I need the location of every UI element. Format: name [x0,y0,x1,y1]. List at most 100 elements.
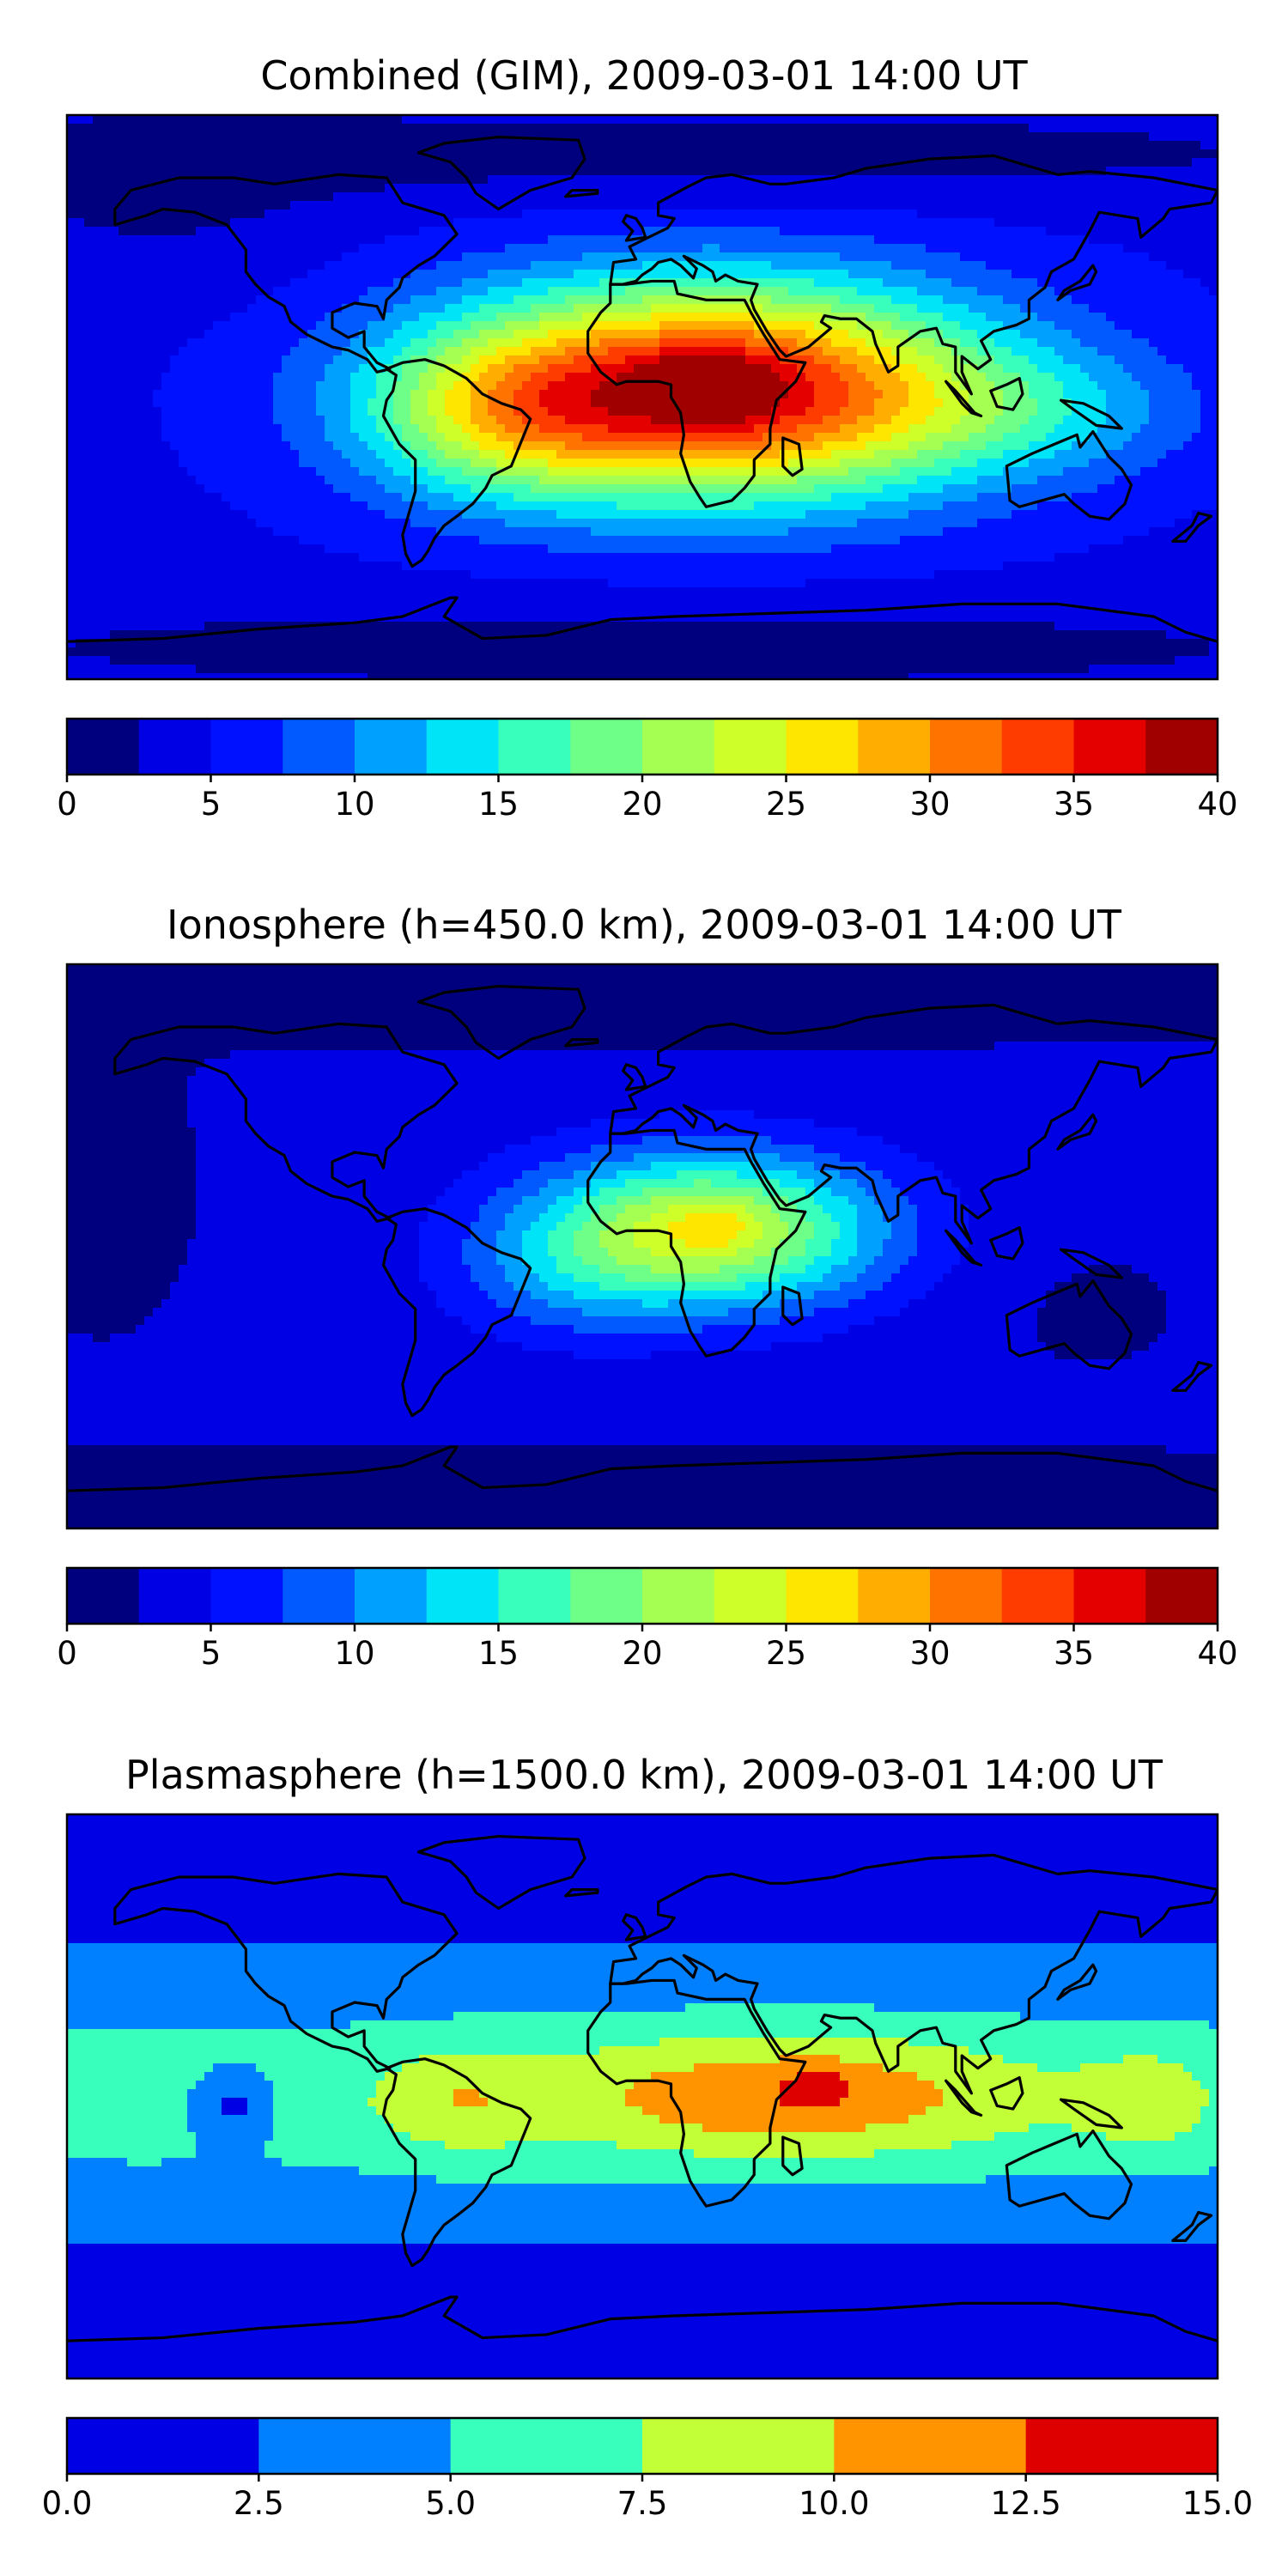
contour-cell [376,381,394,391]
contour-cell [179,347,291,356]
contour-cell [745,1222,763,1231]
contour-cell [926,2106,1201,2116]
contour-cell [1166,1445,1218,1455]
contour-cell [479,304,532,313]
contour-cell [273,390,317,399]
contour-cell [376,390,394,399]
contour-cell [848,381,875,391]
contour-cell [170,1291,437,1300]
contour-cell [754,1110,1218,1120]
contour-cell [866,313,901,322]
contour-cell [926,244,1124,253]
contour-cell [702,1325,849,1334]
colorbar-segment [450,2418,643,2474]
contour-cell [67,1188,197,1197]
contour-cell [659,2038,909,2047]
contour-cell [617,1196,652,1206]
contour-cell [591,398,781,408]
contour-cell [67,1479,1218,1489]
contour-cell [196,1170,463,1180]
contour-field [67,1814,1218,2379]
contour-cell [1029,381,1064,391]
contour-cell [290,347,343,356]
contour-cell [823,347,858,356]
contour-cell [67,527,274,537]
contour-cell [488,1153,566,1163]
contour-cell [1029,459,1090,468]
colorbar-segment [858,719,931,775]
contour-cell [359,364,386,374]
contour-cell [994,2132,1107,2142]
contour-cell [462,467,497,477]
contour-cell [410,519,506,528]
contour-cell [393,416,411,425]
contour-cell [574,1325,703,1334]
contour-cell [823,1334,1038,1343]
contour-cell [934,2081,1201,2090]
contour-cell [754,424,798,434]
contour-cell [436,338,463,348]
contour-cell [488,270,574,279]
contour-cell [67,1995,1218,2004]
coastline [1171,1360,1213,1392]
contour-cell [67,981,1218,991]
colorbar-segment [786,1568,859,1624]
contour-cell [462,338,489,348]
contour-cell [385,338,411,348]
colorbar-tick-label: 7.5 [617,2485,668,2522]
contour-cell [951,424,987,434]
contour-cell [359,295,411,305]
contour-cell [1097,381,1141,391]
contour-cell [368,673,909,679]
contour-cell [634,1153,781,1163]
map-frame [65,113,1219,681]
contour-cell [376,2106,643,2116]
contour-cell [67,244,360,253]
contour-cell [1183,2063,1218,2073]
contour-cell [917,287,978,296]
contour-cell [359,553,1055,562]
contour-cell [67,1179,197,1188]
contour-cell [67,2321,1218,2330]
contour-cell [410,338,437,348]
contour-cell [471,1273,506,1283]
contour-cell [840,373,866,382]
contour-cell [1046,1291,1167,1300]
contour-cell [831,1188,866,1197]
contour-cell [1072,398,1107,408]
colorbar-segment [642,719,715,775]
contour-cell [926,1291,1047,1300]
contour-cell [728,1239,755,1249]
contour-cell [1175,656,1218,665]
contour-cell [273,2115,386,2124]
contour-cell [385,184,1218,193]
contour-cell [805,1248,832,1257]
contour-cell [179,1265,420,1274]
contour-cell [67,175,489,185]
contour-cell [908,1299,1047,1309]
contour-cell [445,450,480,459]
contour-cell [67,1127,197,1137]
contour-cell [67,295,257,305]
contour-cell [230,501,368,511]
contour-cell [67,493,222,502]
contour-cell [67,1282,171,1291]
contour-cell [565,441,772,451]
contour-cell [848,270,927,279]
contour-cell [67,433,162,442]
contour-cell [496,347,532,356]
contour-cell [462,252,583,262]
contour-cell [960,1256,1218,1266]
contour-cell [522,278,600,288]
contour-cell [814,398,849,408]
colorbar-tick-label: 25 [766,786,806,823]
contour-cell [754,1256,789,1266]
contour-cell [436,416,454,425]
contour-cell [350,338,386,348]
contour-cell [428,398,446,408]
contour-cell [1115,355,1167,365]
contour-cell [256,295,360,305]
contour-cell [462,424,480,434]
contour-cell [891,321,927,331]
contour-cell [891,295,944,305]
